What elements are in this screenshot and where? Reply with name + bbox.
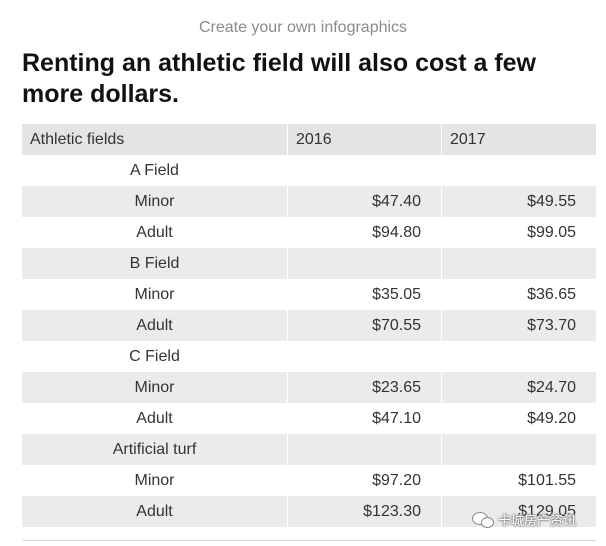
row-label: A Field	[22, 155, 288, 186]
row-label: Minor	[22, 186, 288, 217]
table-row: Minor $97.20 $101.55	[22, 465, 596, 496]
value-2016: $123.30	[288, 496, 442, 527]
column-header-athletic-fields: Athletic fields	[22, 124, 288, 155]
value-2017: $99.05	[527, 224, 576, 241]
row-label: B Field	[22, 248, 288, 279]
value-2017: $49.20	[527, 410, 576, 427]
table-bottom-divider	[22, 540, 596, 541]
value-2016: $70.55	[288, 310, 442, 341]
value-2017	[442, 341, 596, 372]
value-2016	[288, 155, 442, 186]
value-2016: $47.40	[288, 186, 442, 217]
row-label: Adult	[22, 310, 288, 341]
table-row: Adult $94.80 $99.05	[22, 217, 596, 248]
table-row: Adult $47.10 $49.20	[22, 403, 596, 434]
value-2017: $49.55	[442, 186, 596, 217]
value-2016: $47.10	[288, 403, 442, 434]
row-label: Artificial turf	[22, 434, 288, 465]
row-label: Adult	[22, 496, 288, 527]
value-2016: $35.05	[288, 279, 442, 310]
table-row: Artificial turf	[22, 434, 596, 465]
table-row: C Field	[22, 341, 596, 372]
table-header-row: Athletic fields 2016 2017	[22, 124, 596, 155]
row-label: C Field	[22, 341, 288, 372]
value-2017	[442, 434, 596, 465]
row-label: Minor	[22, 372, 288, 403]
column-header-2017: 2017	[442, 124, 596, 155]
table-row: Minor $47.40 $49.55	[22, 186, 596, 217]
page-title: Renting an athletic field will also cost…	[22, 49, 536, 108]
table-row: A Field	[22, 155, 596, 186]
table-row: B Field	[22, 248, 596, 279]
watermark: 卡城房产资讯	[472, 505, 576, 533]
value-2016: $23.65	[288, 372, 442, 403]
wechat-icon	[472, 510, 494, 528]
value-2017	[442, 155, 596, 186]
value-2017: $24.70	[442, 372, 596, 403]
value-2017: $36.65	[527, 286, 576, 303]
row-label: Adult	[22, 403, 288, 434]
table-row: Minor $23.65 $24.70	[22, 372, 596, 403]
row-label: Minor	[22, 279, 288, 310]
row-label: Adult	[22, 217, 288, 248]
value-2016	[288, 434, 442, 465]
column-header-2016: 2016	[288, 124, 442, 155]
row-label: Minor	[22, 465, 288, 496]
value-2016	[288, 341, 442, 372]
value-2016: $94.80	[288, 217, 442, 248]
value-2017: $101.55	[518, 472, 576, 489]
value-2017: $73.70	[442, 310, 596, 341]
table-row: Minor $35.05 $36.65	[22, 279, 596, 310]
fee-table: Athletic fields 2016 2017 A Field Minor …	[22, 124, 596, 527]
watermark-text: 卡城房产资讯	[498, 512, 577, 528]
table-row: Adult $70.55 $73.70	[22, 310, 596, 341]
value-2016	[288, 248, 442, 279]
infographic-credit[interactable]: Create your own infographics	[198, 19, 408, 36]
value-2017	[442, 248, 596, 279]
value-2016: $97.20	[288, 465, 442, 496]
table-row: Adult $123.30 $129.05	[22, 496, 596, 527]
value-2017: $129.05	[442, 496, 596, 527]
